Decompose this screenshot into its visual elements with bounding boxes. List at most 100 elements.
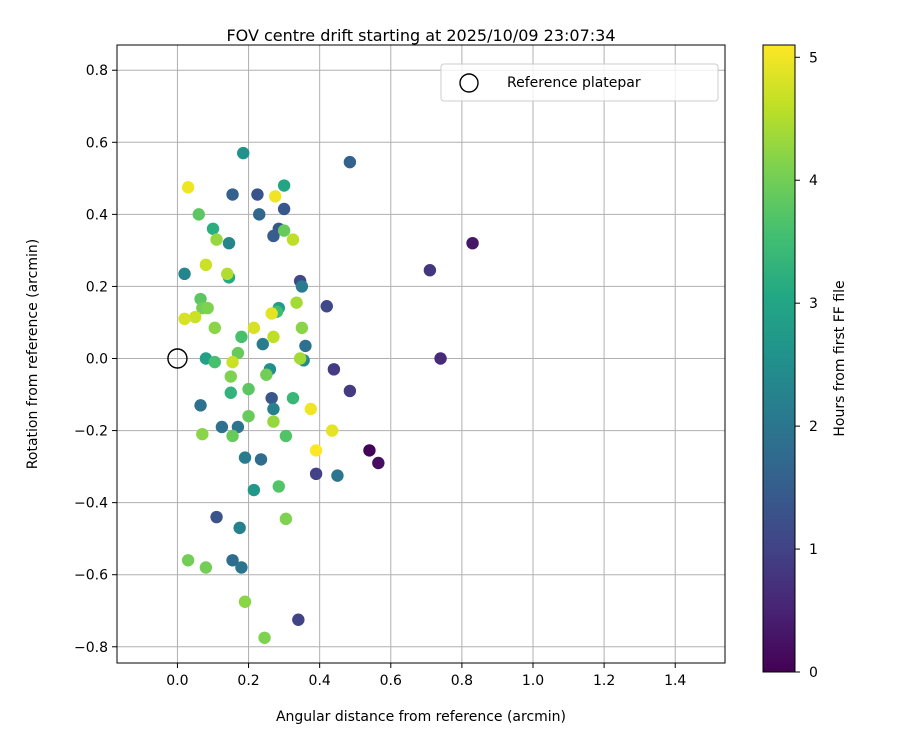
data-point (231, 420, 245, 434)
data-point (233, 521, 246, 535)
data-point (304, 402, 317, 416)
axes-frame (116, 44, 726, 664)
data-point (208, 355, 221, 369)
data-point (256, 337, 269, 351)
data-point (277, 224, 291, 237)
data-point (215, 420, 229, 434)
data-point (181, 181, 195, 194)
data-point (343, 384, 357, 398)
legend: Reference platepar (440, 63, 719, 102)
data-point (286, 391, 300, 405)
x-axis-label: Angular distance from reference (arcmin) (276, 709, 566, 725)
y-tick-label: −0.8 (74, 640, 108, 656)
data-point (238, 595, 252, 608)
y-axis-label: Rotation from reference (arcmin) (25, 239, 41, 469)
data-point (196, 427, 209, 441)
colorbar-tick-label: 0 (809, 665, 818, 681)
data-point (224, 386, 237, 399)
data-point (295, 321, 309, 335)
colorbar-tick-label: 2 (809, 419, 818, 435)
data-point (178, 267, 191, 281)
data-point (292, 613, 305, 626)
colorbar-label: Hours from first FF file (832, 280, 848, 436)
data-point (226, 429, 239, 443)
data-point (192, 208, 205, 221)
data-point (253, 208, 266, 221)
y-tick-label: 0.6 (86, 135, 108, 151)
legend-marker-icon (459, 73, 479, 93)
data-point (466, 236, 479, 250)
data-point (208, 321, 221, 335)
data-point (231, 346, 245, 360)
y-tick-label: 0.4 (86, 207, 108, 223)
x-axis-ticks: 0.0 0.2 0.4 0.6 0.8 1.0 1.2 1.4 (166, 663, 686, 689)
data-point (372, 456, 385, 470)
data-point (235, 561, 248, 574)
data-point (221, 267, 234, 281)
colorbar-tick-label: 1 (809, 542, 818, 558)
data-point (327, 363, 341, 376)
data-point (267, 229, 280, 243)
y-tick-label: 0.8 (86, 63, 108, 79)
data-point (222, 236, 236, 250)
colorbar-tick-label: 5 (809, 50, 818, 66)
data-point (199, 561, 213, 574)
x-tick-label: 0.2 (237, 673, 259, 689)
reference-marker-layer (167, 348, 188, 369)
data-point (247, 483, 261, 497)
data-point (194, 399, 207, 412)
reference-platepar-marker (167, 348, 188, 369)
chart-title: FOV centre drift starting at 2025/10/09 … (226, 26, 615, 45)
x-tick-label: 0.0 (166, 673, 188, 689)
data-point (247, 321, 261, 335)
x-tick-label: 1.0 (522, 673, 544, 689)
data-points (178, 146, 479, 644)
data-point (343, 155, 357, 169)
data-point (258, 631, 271, 644)
data-point (226, 355, 239, 369)
data-point (325, 424, 339, 437)
data-point (279, 512, 293, 526)
x-tick-label: 0.6 (380, 673, 402, 689)
data-point (201, 301, 214, 315)
y-tick-label: −0.6 (74, 568, 108, 584)
data-point (309, 467, 323, 481)
data-point (178, 312, 191, 326)
colorbar: 0 1 2 3 4 5 Hours from first FF file (762, 44, 848, 681)
data-point (242, 382, 255, 396)
data-point (251, 188, 264, 201)
data-point (226, 188, 239, 201)
data-point (299, 339, 312, 353)
data-point (363, 444, 376, 457)
x-tick-label: 1.2 (593, 673, 615, 689)
data-point (237, 146, 250, 160)
data-point (235, 330, 248, 344)
data-point (210, 233, 223, 246)
y-tick-label: 0.2 (86, 279, 108, 295)
colorbar-ticks: 0 1 2 3 4 5 (795, 50, 818, 681)
data-point (293, 352, 307, 365)
y-tick-label: −0.2 (74, 424, 108, 440)
data-point (267, 415, 280, 428)
x-tick-label: 1.4 (664, 673, 686, 689)
data-point (199, 258, 213, 272)
data-point (286, 233, 300, 246)
x-tick-label: 0.4 (309, 673, 331, 689)
data-point (242, 409, 255, 423)
data-point (224, 370, 237, 383)
colorbar-tick-label: 4 (809, 173, 818, 189)
x-tick-label: 0.8 (451, 673, 473, 689)
data-point (269, 190, 282, 203)
data-point (181, 554, 195, 567)
data-point (265, 391, 278, 405)
y-axis-ticks: −0.8 −0.6 −0.4 −0.2 0.0 0.2 0.4 0.6 0.8 (74, 63, 117, 656)
data-point (272, 480, 285, 493)
data-point (277, 202, 291, 216)
data-point (254, 453, 268, 466)
y-tick-label: −0.4 (74, 496, 108, 512)
data-point (265, 307, 278, 320)
data-point (267, 402, 280, 416)
legend-entry-label: Reference platepar (507, 75, 641, 91)
data-point (210, 510, 223, 524)
